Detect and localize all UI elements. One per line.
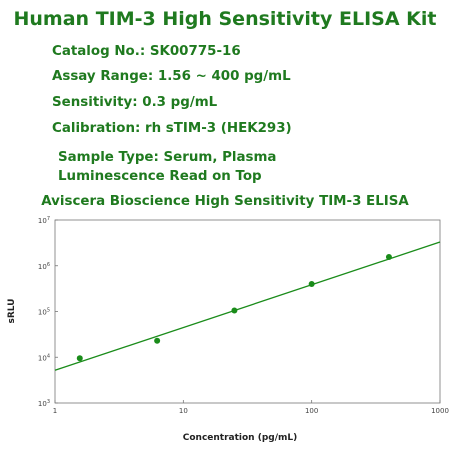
x-axis: 1 10 100 1000: [53, 400, 449, 415]
y-axis-title: sRLU: [7, 298, 17, 323]
y-tick-label: 106: [38, 262, 50, 271]
data-points: [76, 254, 392, 362]
read-mode: Luminescence Read on Top: [58, 169, 262, 184]
y-tick-label: 105: [38, 308, 50, 317]
calibration: Calibration: rh sTIM-3 (HEK293): [52, 121, 292, 136]
catalog-number: Catalog No.: SK00775-16: [52, 44, 241, 59]
x-tick-label: 1: [53, 407, 57, 415]
y-tick-label: 107: [38, 216, 50, 225]
data-point: [308, 280, 315, 287]
y-axis: 103 104 105 106 107: [38, 216, 58, 408]
x-tick-label: 100: [305, 407, 318, 415]
fit-line: [54, 241, 441, 371]
chart-title: Aviscera Bioscience High Sensitivity TIM…: [41, 194, 409, 209]
x-axis-title: Concentration (pg/mL): [183, 433, 297, 443]
x-tick-label: 10: [179, 407, 188, 415]
data-point: [154, 337, 161, 344]
data-point: [76, 355, 83, 362]
data-point: [231, 307, 238, 314]
y-tick-label: 103: [38, 399, 50, 408]
sample-type: Sample Type: Serum, Plasma: [58, 150, 277, 165]
assay-range: Assay Range: 1.56 ~ 400 pg/mL: [52, 69, 291, 84]
sensitivity: Sensitivity: 0.3 pg/mL: [52, 95, 218, 110]
x-tick-label: 1000: [431, 407, 449, 415]
page-title: Human TIM-3 High Sensitivity ELISA Kit: [13, 8, 437, 30]
y-tick-label: 104: [38, 353, 50, 362]
data-point: [385, 254, 392, 261]
plot-area: [54, 219, 441, 404]
